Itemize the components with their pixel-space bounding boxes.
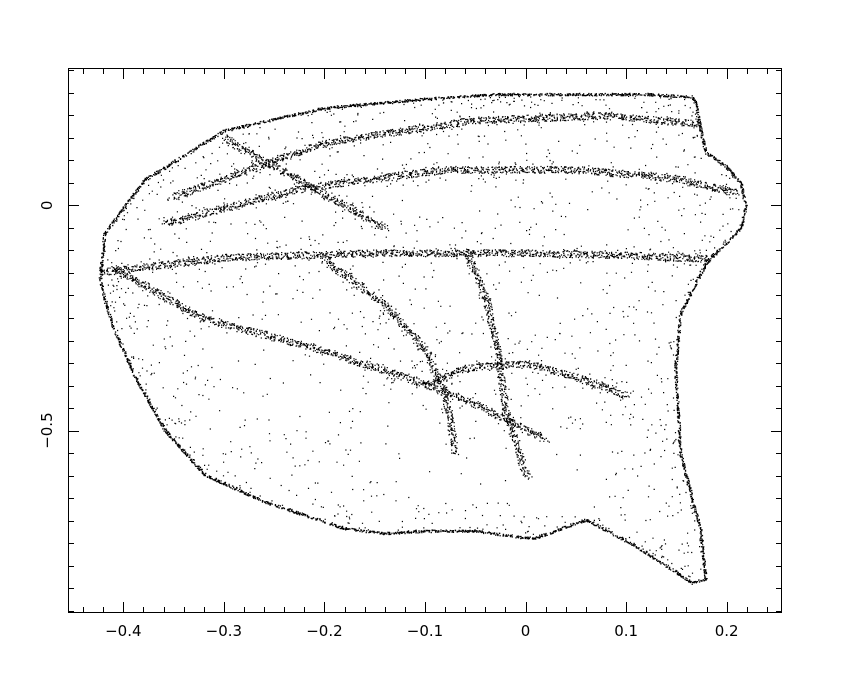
plot-frame <box>68 68 782 613</box>
x-tick-label: 0 <box>521 622 531 640</box>
x-tick-label: −0.1 <box>407 622 443 640</box>
x-tick-label: −0.2 <box>306 622 342 640</box>
y-tick-label: 0 <box>38 201 56 211</box>
scatter-points <box>98 92 748 585</box>
x-tick-label: 0.2 <box>715 622 739 640</box>
y-tick-label: −0.5 <box>38 412 56 448</box>
attractor-point-cloud <box>98 92 748 585</box>
x-tick-label: −0.4 <box>105 622 141 640</box>
x-axis-tick-labels: −0.4 −0.3 −0.2 −0.1 0 0.1 0.2 <box>105 622 739 640</box>
y-axis-tick-labels: 0 −0.5 <box>38 201 56 449</box>
x-tick-label: −0.3 <box>206 622 242 640</box>
x-tick-label: 0.1 <box>614 622 638 640</box>
